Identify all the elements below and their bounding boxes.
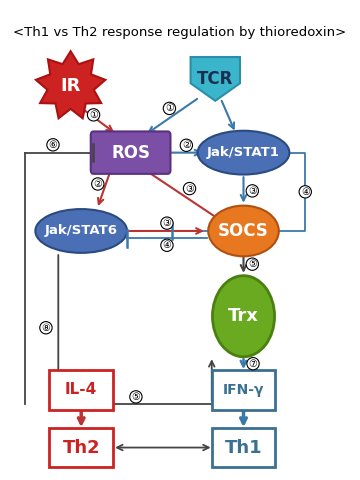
Text: SOCS: SOCS xyxy=(218,222,269,240)
Text: ⑤: ⑤ xyxy=(131,392,140,402)
Text: ⑥: ⑥ xyxy=(49,140,57,150)
Polygon shape xyxy=(36,51,105,118)
Text: ④: ④ xyxy=(301,187,310,197)
Text: ①: ① xyxy=(89,110,98,120)
Text: ③: ③ xyxy=(248,186,257,196)
Text: Th1: Th1 xyxy=(225,439,262,456)
Text: ③: ③ xyxy=(163,218,171,228)
Text: ⑦: ⑦ xyxy=(249,359,257,369)
Text: ②: ② xyxy=(94,179,102,189)
Text: IFN-γ: IFN-γ xyxy=(223,383,264,397)
Text: ⑧: ⑧ xyxy=(41,323,50,333)
FancyBboxPatch shape xyxy=(212,428,275,468)
Text: IR: IR xyxy=(60,77,81,95)
Circle shape xyxy=(212,276,275,357)
Text: Th2: Th2 xyxy=(62,439,100,456)
Ellipse shape xyxy=(198,131,289,175)
FancyBboxPatch shape xyxy=(49,428,113,468)
FancyBboxPatch shape xyxy=(212,370,275,410)
Text: ⑤: ⑤ xyxy=(248,259,257,269)
Text: ①: ① xyxy=(165,103,174,113)
Text: <Th1 vs Th2 response regulation by thioredoxin>: <Th1 vs Th2 response regulation by thior… xyxy=(13,26,347,39)
Text: IL-4: IL-4 xyxy=(65,383,97,397)
Ellipse shape xyxy=(35,209,127,253)
Text: ④: ④ xyxy=(163,240,171,250)
Text: ②: ② xyxy=(182,140,191,150)
Text: Trx: Trx xyxy=(228,307,259,325)
Text: Jak/STAT6: Jak/STAT6 xyxy=(45,225,118,238)
FancyBboxPatch shape xyxy=(91,132,171,174)
Text: TCR: TCR xyxy=(197,70,234,88)
FancyBboxPatch shape xyxy=(49,370,113,410)
Text: ROS: ROS xyxy=(111,144,150,162)
Polygon shape xyxy=(190,57,240,101)
Text: ③: ③ xyxy=(185,183,194,193)
Ellipse shape xyxy=(208,205,279,256)
Text: Jak/STAT1: Jak/STAT1 xyxy=(207,146,280,159)
